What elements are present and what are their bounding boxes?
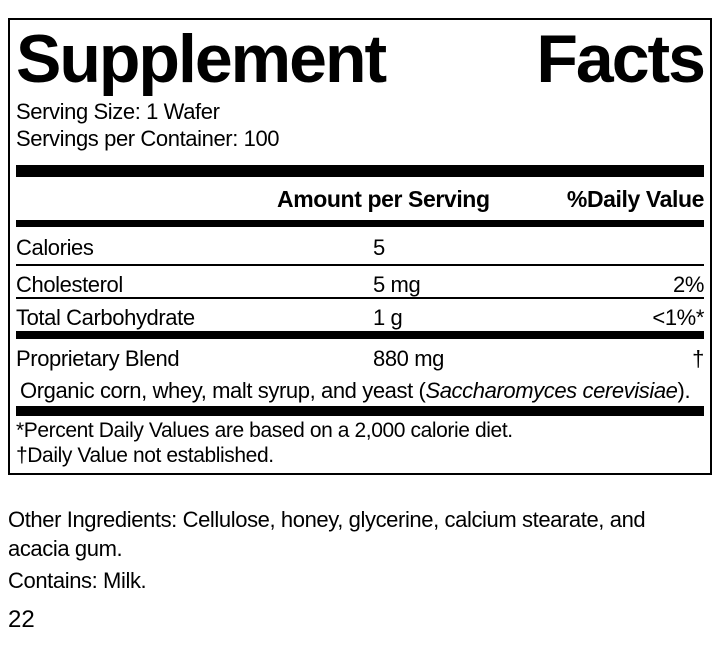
footnote-percent-daily-value: *Percent Daily Values are based on a 2,0… bbox=[16, 419, 513, 442]
contains-allergen-text: Contains: Milk. bbox=[8, 568, 147, 593]
table-row-total-carbohydrate: Total Carbohydrate 1 g <1%* bbox=[16, 299, 704, 331]
nutrient-amount: 5 mg bbox=[373, 272, 421, 297]
panel-title-word-facts: Facts bbox=[536, 21, 706, 97]
nutrient-daily-value: 2% bbox=[673, 272, 704, 297]
footnotes-block: *Percent Daily Values are based on a 2,0… bbox=[16, 416, 704, 468]
footnote-daily-value-not-established: †Daily Value not established. bbox=[16, 444, 274, 467]
nutrient-name: Total Carbohydrate bbox=[16, 305, 195, 330]
medium-divider-bar-header bbox=[16, 220, 704, 227]
blend-ingredients-text: Organic corn, whey, malt syrup, and yeas… bbox=[16, 372, 704, 406]
servings-per-container-text: Servings per Container: 100 bbox=[16, 126, 280, 151]
thick-divider-bar-top bbox=[16, 165, 704, 177]
nutrient-amount: 1 g bbox=[373, 305, 403, 330]
other-ingredients-text: Other Ingredients: Cellulose, honey, gly… bbox=[8, 507, 646, 561]
nutrient-daily-value-dagger: † bbox=[692, 346, 704, 371]
thick-divider-bar-blend bbox=[16, 331, 704, 339]
nutrient-name: Proprietary Blend bbox=[16, 346, 180, 371]
column-header-row: Amount per Serving %Daily Value bbox=[16, 177, 704, 220]
page-number: 22 bbox=[8, 606, 35, 633]
nutrient-daily-value: <1%* bbox=[652, 305, 704, 330]
nutrient-name: Calories bbox=[16, 235, 94, 260]
nutrient-name: Cholesterol bbox=[16, 272, 123, 297]
blend-ingredients-species-italic: Saccharomyces cerevisiae bbox=[425, 378, 678, 403]
column-header-amount: Amount per Serving bbox=[277, 186, 490, 212]
blend-ingredients-prefix: Organic corn, whey, malt syrup, and yeas… bbox=[20, 378, 426, 403]
nutrient-amount: 880 mg bbox=[373, 346, 444, 371]
blend-ingredients-suffix: ). bbox=[677, 378, 691, 403]
nutrient-amount: 5 bbox=[373, 235, 385, 260]
panel-title: Supplement Facts bbox=[16, 21, 706, 98]
table-row-cholesterol: Cholesterol 5 mg 2% bbox=[16, 266, 704, 299]
serving-size-text: Serving Size: 1 Wafer bbox=[16, 99, 220, 124]
table-row-proprietary-blend: Proprietary Blend 880 mg † bbox=[16, 339, 704, 372]
panel-title-word-supplement: Supplement bbox=[16, 21, 387, 97]
column-header-daily-value: %Daily Value bbox=[566, 186, 705, 212]
thick-divider-bar-footnotes bbox=[16, 406, 704, 416]
supplement-facts-panel: Supplement Facts Serving Size: 1 Wafer S… bbox=[8, 18, 712, 475]
table-row-calories: Calories 5 bbox=[16, 227, 704, 266]
